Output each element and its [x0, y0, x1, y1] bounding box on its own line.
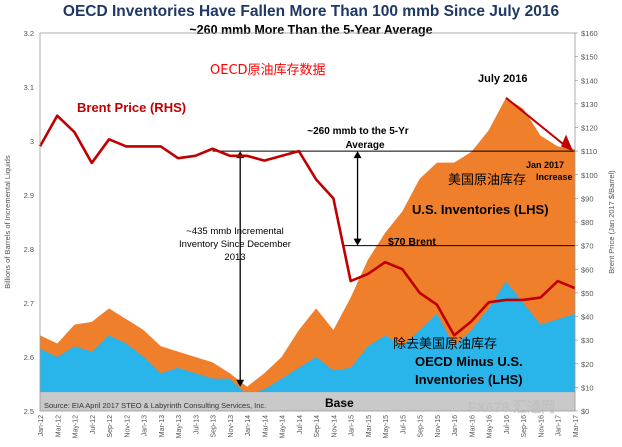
- label-brent-price: Brent Price (RHS): [77, 100, 186, 115]
- axes: 2.5 2.6 2.7 2.8 2.9 3 3.1 3.2 $0 $10 $20 $30 $40 $50 $…: [3, 29, 616, 438]
- x-tick-label: Sep-14: [314, 415, 321, 438]
- label-435-line2: Inventory Since December: [179, 239, 291, 250]
- y-tick-right: $150: [581, 53, 598, 62]
- x-tick-label: Jul-14: [297, 415, 304, 434]
- y-tick-right: $50: [581, 289, 594, 298]
- y-tick-right: $30: [581, 336, 594, 345]
- y-tick-left: 2.8: [24, 245, 34, 254]
- x-tick-label: Jul-12: [90, 415, 97, 434]
- label-jan-2017-line2: Increase: [536, 172, 573, 182]
- chart-title: OECD Inventories Have Fallen More Than 1…: [62, 3, 560, 20]
- y-tick-left: 2.5: [24, 407, 34, 416]
- x-tick-label: Sep-16: [521, 415, 528, 438]
- x-tick-label: Sep-12: [107, 415, 114, 438]
- y-tick-left: 3.2: [24, 29, 34, 38]
- label-base: Base: [325, 396, 354, 410]
- y-tick-right: $100: [581, 171, 598, 180]
- y-tick-right: $120: [581, 124, 598, 133]
- x-tick-label: Nov-15: [435, 415, 442, 438]
- brent-price-line: [38, 114, 576, 337]
- x-tick-label: Mar-14: [262, 415, 269, 437]
- x-tick-label: Jan-13: [142, 415, 149, 437]
- x-tick-label: Mar-16: [469, 415, 476, 437]
- y-tick-left: 2.6: [24, 353, 34, 362]
- y-tick-right: $80: [581, 218, 594, 227]
- y-tick-right: $130: [581, 100, 598, 109]
- label-70-brent: $70 Brent: [388, 236, 436, 248]
- x-tick-label: Mar-13: [159, 415, 166, 437]
- source-note: Source: EIA April 2017 STEO & Labyrinth …: [44, 401, 266, 410]
- x-tick-label: Nov-14: [331, 415, 338, 438]
- x-tick-label: May-13: [176, 415, 183, 438]
- x-tick-label: Sep-13: [211, 415, 218, 438]
- x-tick-label: Jan-14: [245, 415, 252, 437]
- base-band: [40, 392, 575, 411]
- footer-watermark: FX678 汇通网: [468, 399, 555, 415]
- chart-subtitle: ~260 mmb More Than the 5-Year Average: [189, 23, 433, 37]
- arrow-260-mmb: [353, 151, 362, 246]
- y-tick-left: 3: [30, 137, 34, 146]
- arrow-435-mmb-head-bottom: [236, 379, 245, 387]
- x-tick-label: Jul-16: [504, 415, 511, 434]
- watermark-cn: OECD原油库存数据: [210, 62, 326, 78]
- x-tick-label: Mar-12: [55, 415, 62, 437]
- x-tick-label: Nov-16: [538, 415, 545, 438]
- y-axis-label-right: Brent Price (Jan 2017 $/Barrel): [607, 170, 616, 274]
- plot-area: [38, 97, 576, 412]
- x-tick-label: Jul-15: [400, 415, 407, 434]
- arrow-260-mmb-head-top: [353, 151, 362, 159]
- y-tick-right: $90: [581, 194, 594, 203]
- x-tick-label: Jan-12: [38, 415, 45, 437]
- y-tick-right: $110: [581, 147, 597, 156]
- label-oecd-minus-us-cn: 除去美国原油库存: [393, 336, 497, 352]
- y-axis-label-left: Billions of Barrels of Incremental Liqui…: [3, 155, 12, 289]
- x-tick-label: Jan-15: [349, 415, 356, 437]
- y-tick-right: $0: [581, 407, 589, 416]
- label-jan-2017-line1: Jan 2017: [526, 160, 564, 170]
- x-tick-label: Jan-16: [452, 415, 459, 437]
- y-tick-left: 2.7: [24, 299, 34, 308]
- label-us-inventories: U.S. Inventories (LHS): [412, 202, 549, 217]
- x-tick-label: Jul-13: [193, 415, 200, 434]
- y-tick-right: $10: [581, 383, 594, 392]
- area-oecd-minus-us: [40, 281, 575, 411]
- x-tick-label: Mar-17: [573, 415, 580, 437]
- x-tick-label: Sep-15: [418, 415, 425, 438]
- x-tick-label: May-15: [383, 415, 390, 438]
- x-tick-label: Mar-15: [366, 415, 373, 437]
- label-260-mmb-line2: Average: [345, 140, 385, 151]
- label-oecd-minus-us-line2: Inventories (LHS): [415, 372, 523, 387]
- annotations: OECD原油库存数据 Brent Price (RHS) July 2016 ~260…: [44, 62, 573, 415]
- label-435-line3: 2013: [224, 252, 245, 263]
- decline-arrow-shaft: [505, 97, 570, 150]
- x-tick-label: Nov-12: [124, 415, 131, 438]
- decline-arrow-head: [561, 134, 573, 152]
- y-tick-right: $140: [581, 76, 598, 85]
- y-tick-right: $40: [581, 313, 594, 322]
- x-tick-label: May-16: [487, 415, 494, 438]
- x-tick-label: Jan-17: [556, 415, 563, 437]
- label-260-mmb-line1: ~260 mmb to the 5-Yr: [307, 126, 409, 137]
- y-tick-right: $70: [581, 242, 594, 251]
- x-tick-label: Nov-13: [228, 415, 235, 438]
- label-us-crude-cn: 美国原油库存: [448, 172, 526, 188]
- arrow-260-mmb-head-bottom: [353, 238, 362, 246]
- y-tick-left: 2.9: [24, 191, 34, 200]
- y-tick-right: $60: [581, 265, 594, 274]
- label-july-2016: July 2016: [478, 73, 528, 85]
- x-tick-label: May-12: [73, 415, 80, 438]
- y-tick-left: 3.1: [24, 83, 34, 92]
- arrow-435-mmb: [236, 151, 245, 387]
- label-oecd-minus-us-line1: OECD Minus U.S.: [415, 354, 523, 369]
- y-tick-right: $20: [581, 360, 594, 369]
- y-tick-right: $160: [581, 29, 598, 38]
- label-435-line1: ~435 mmb Incremental: [186, 226, 283, 237]
- x-tick-label: May-14: [280, 415, 287, 438]
